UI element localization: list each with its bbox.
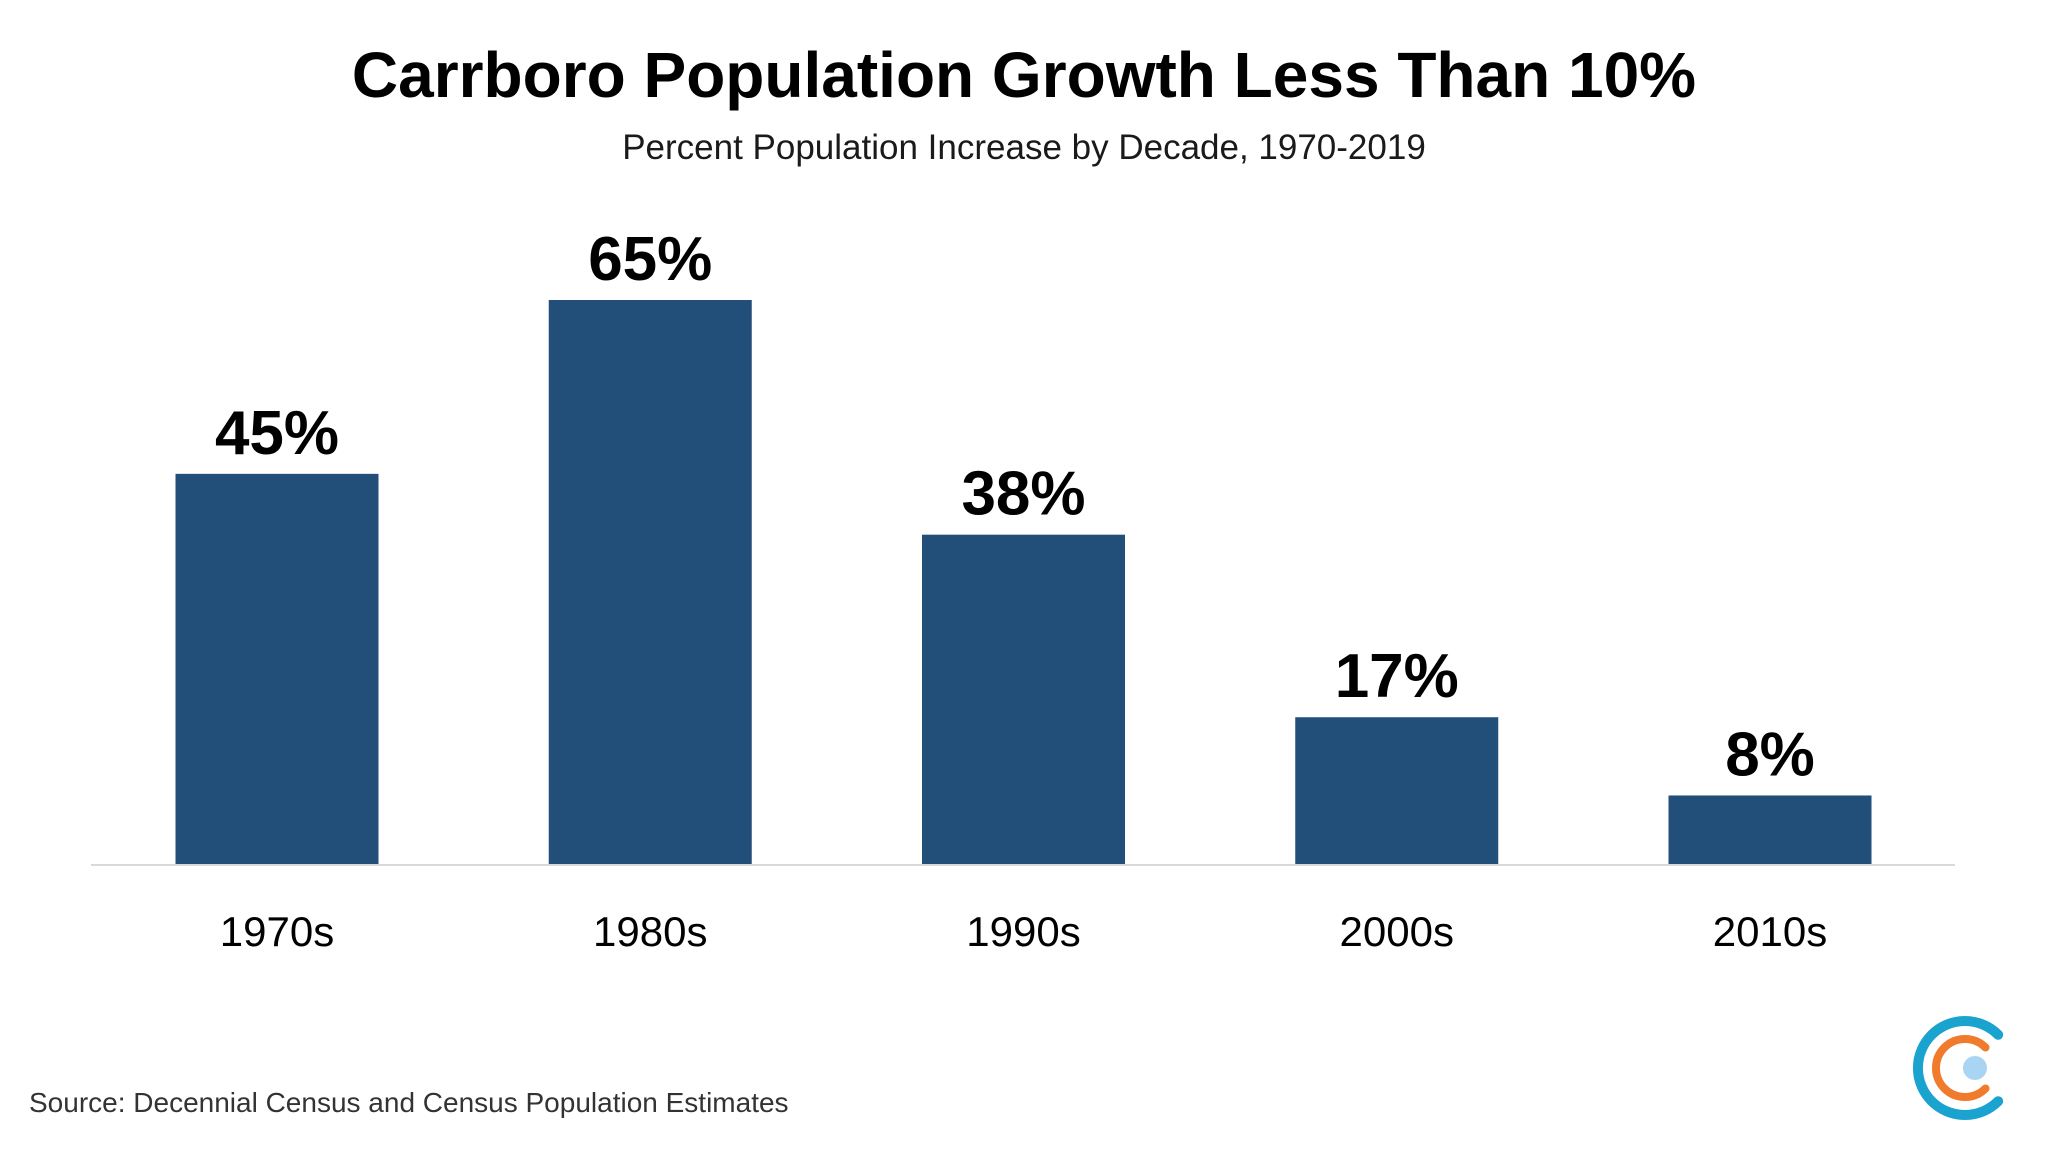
logo — [1913, 1016, 2004, 1120]
source-note: Source: Decennial Census and Census Popu… — [29, 1087, 789, 1118]
logo-inner-dot — [1963, 1056, 1987, 1080]
chart-title: Carrboro Population Growth Less Than 10% — [351, 39, 1697, 111]
logo-outer-arc — [1913, 1016, 2004, 1120]
data-label-2010s: 8% — [1725, 720, 1815, 789]
bar-1990s — [922, 534, 1125, 865]
x-tick-label-1990s: 1990s — [966, 908, 1080, 955]
bar-2000s — [1295, 717, 1499, 865]
logo-middle-arc — [1932, 1035, 1990, 1101]
bar-1980s — [548, 300, 752, 865]
data-label-1980s: 65% — [588, 225, 712, 294]
labels-group: 45% 1970s 65% 1980s 38% 1990s 17% 2000s 8% 2010s — [215, 225, 1827, 955]
data-label-2000s: 17% — [1335, 642, 1459, 711]
bars-group — [175, 300, 1872, 865]
bar-1970s — [175, 473, 379, 865]
x-tick-label-2010s: 2010s — [1713, 908, 1827, 955]
data-label-1970s: 45% — [215, 399, 339, 468]
chart-subtitle: Percent Population Increase by Decade, 1… — [622, 128, 1426, 167]
data-label-1990s: 38% — [961, 460, 1085, 529]
x-tick-label-1970s: 1970s — [220, 908, 334, 955]
bar-2010s — [1668, 795, 1872, 865]
concentric-c-logo-icon — [1913, 1016, 2004, 1120]
x-tick-label-2000s: 2000s — [1340, 908, 1454, 955]
x-tick-label-1980s: 1980s — [593, 908, 707, 955]
